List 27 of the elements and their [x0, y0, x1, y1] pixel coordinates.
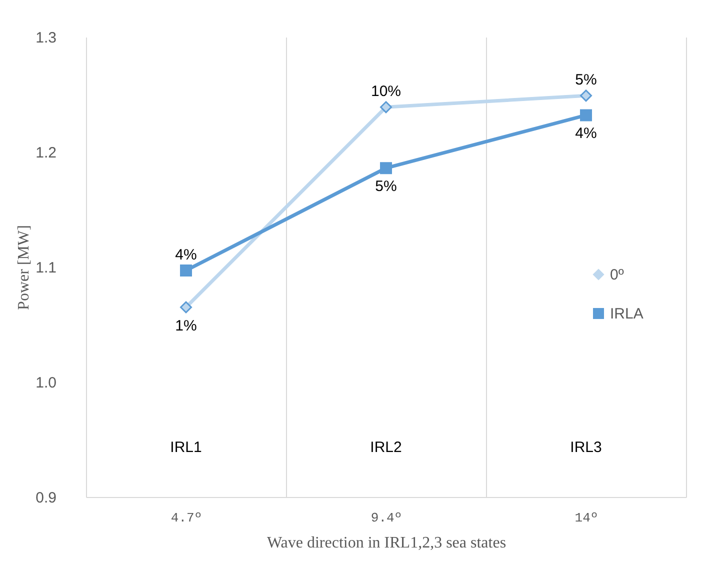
- x-tick-label: 9.4º: [370, 510, 402, 526]
- point: [180, 301, 192, 314]
- annotation: IRL3: [570, 439, 602, 456]
- annotation: 1%: [175, 317, 197, 334]
- point: [580, 109, 592, 122]
- x-tick-label: 14º: [574, 510, 598, 526]
- point: [180, 264, 192, 276]
- point: [580, 90, 592, 102]
- y-tick-label: 1.1: [36, 260, 56, 276]
- annotation: 4%: [175, 246, 197, 264]
- y-tick-label: 1.0: [36, 374, 56, 392]
- legend-label: IRLA: [610, 306, 644, 322]
- annotation: 10%: [370, 83, 402, 100]
- y-tick-label: 1.3: [36, 30, 56, 46]
- x-axis-title: Wave direction in IRL1,2,3 sea states: [266, 534, 506, 552]
- y-axis-title: Power [MW]: [16, 225, 33, 310]
- annotation: IRL2: [370, 439, 402, 456]
- point: [380, 162, 392, 174]
- y-tick-label: 1.2: [36, 144, 56, 162]
- annotation: 4%: [575, 125, 597, 142]
- point: [380, 101, 392, 114]
- annotation: IRL1: [170, 439, 202, 456]
- legend-label: 0º: [610, 266, 624, 284]
- x-tick-label: 4.7º: [170, 510, 202, 526]
- annotation: 5%: [575, 72, 597, 89]
- annotation: 5%: [375, 178, 397, 196]
- y-tick-label: 0.9: [36, 490, 56, 506]
